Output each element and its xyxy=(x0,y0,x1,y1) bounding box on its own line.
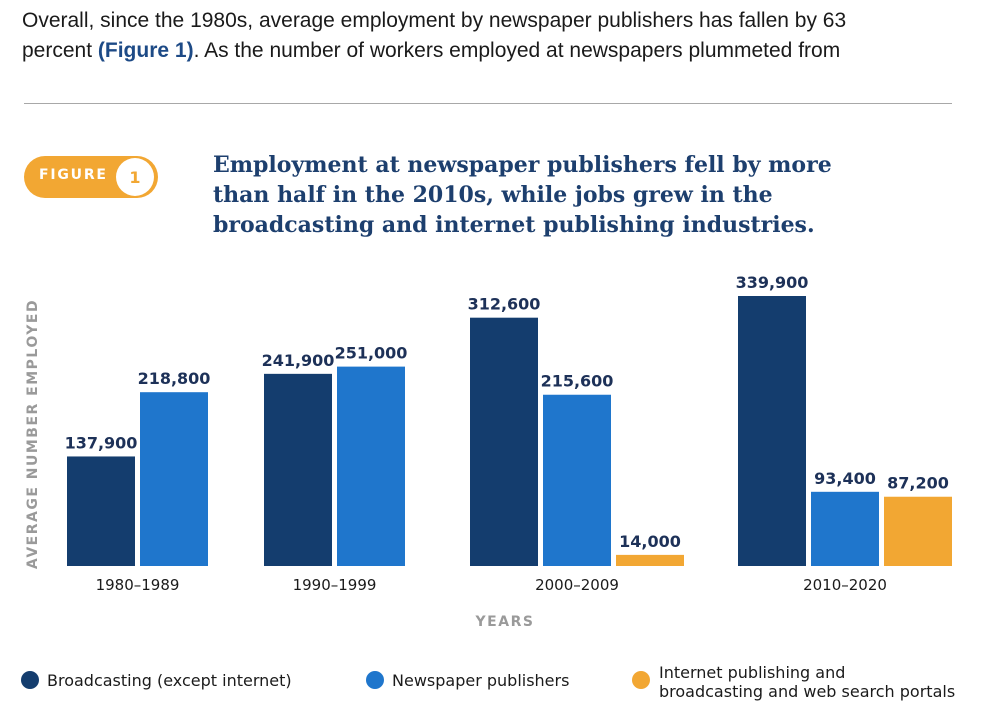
legend-label-internet-line-2: broadcasting and web search portals xyxy=(659,682,956,701)
y-axis-label: AVERAGE NUMBER EMPLOYED xyxy=(25,299,41,569)
intro-line-2-start: percent xyxy=(22,39,98,62)
data-label-3-4: 87,200 xyxy=(887,474,949,493)
data-label-1-2: 241,900 xyxy=(262,351,335,370)
data-label-3-3: 14,000 xyxy=(619,532,681,551)
legend-swatch-internet xyxy=(632,671,650,689)
x-tick-label-3: 2000–2009 xyxy=(535,576,619,594)
intro-line-1: Overall, since the 1980s, average employ… xyxy=(22,9,847,32)
bar-2-3 xyxy=(543,394,611,566)
bar-1-1 xyxy=(67,456,135,566)
bar-3-3 xyxy=(616,554,684,566)
data-label-2-1: 218,800 xyxy=(138,369,211,388)
bar-1-3 xyxy=(470,317,538,566)
bar-3-4 xyxy=(884,496,952,566)
bar-2-1 xyxy=(140,392,208,566)
data-label-1-4: 339,900 xyxy=(736,273,809,292)
legend-swatch-newspaper xyxy=(366,671,384,689)
bar-1-2 xyxy=(264,373,332,566)
section-divider xyxy=(24,103,952,104)
data-label-1-1: 137,900 xyxy=(65,433,138,452)
bar-2-4 xyxy=(811,491,879,566)
legend-label-broadcasting: Broadcasting (except internet) xyxy=(47,671,292,690)
data-label-2-2: 251,000 xyxy=(335,344,408,363)
figure-title: Employment at newspaper publishers fell … xyxy=(213,152,832,238)
bar-1-4 xyxy=(738,296,806,566)
data-label-1-3: 312,600 xyxy=(468,295,541,314)
x-tick-label-4: 2010–2020 xyxy=(803,576,887,594)
intro-line-2: percent (Figure 1). As the number of wor… xyxy=(22,36,972,66)
legend-label-newspaper: Newspaper publishers xyxy=(392,671,570,690)
intro-paragraph: Overall, since the 1980s, average employ… xyxy=(22,6,972,66)
x-tick-label-2: 1990–1999 xyxy=(293,576,377,594)
x-tick-label-1: 1980–1989 xyxy=(96,576,180,594)
legend-swatch-broadcasting xyxy=(21,671,39,689)
intro-line-2-end: . As the number of workers employed at n… xyxy=(193,39,841,62)
figure-badge-number: 1 xyxy=(116,158,154,196)
figure-badge-label: FIGURE xyxy=(39,167,108,183)
legend-label-internet-line-1: Internet publishing and xyxy=(659,663,846,682)
data-label-2-3: 215,600 xyxy=(541,372,614,391)
data-label-2-4: 93,400 xyxy=(814,469,876,488)
legend-label-internet: Internet publishing and broadcasting and… xyxy=(659,663,955,701)
figure-reference-link[interactable]: (Figure 1) xyxy=(97,39,194,62)
x-axis-label: YEARS xyxy=(475,614,535,630)
bar-2-2 xyxy=(337,366,405,566)
